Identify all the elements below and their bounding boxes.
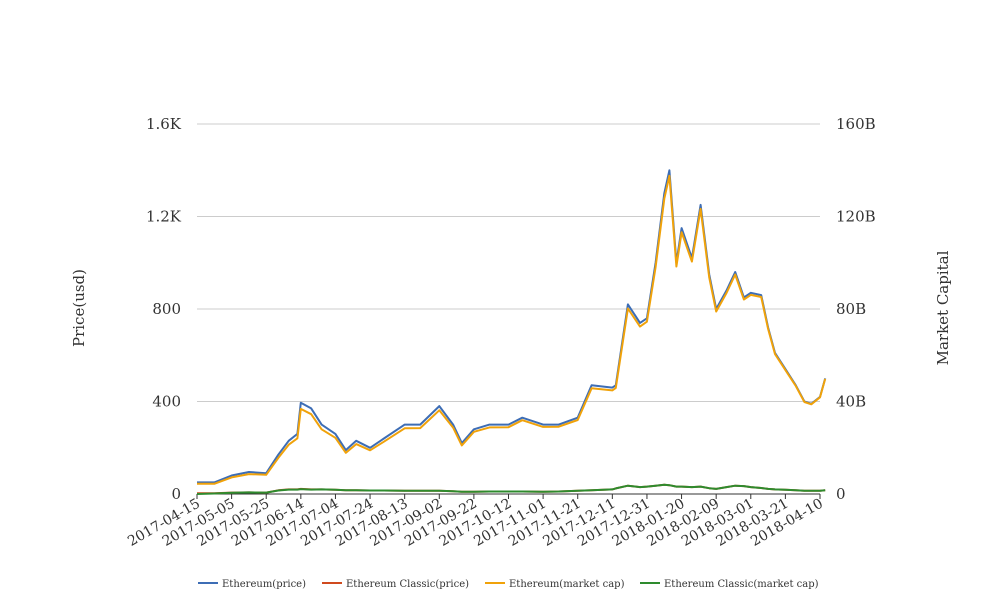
y-tick-label-right: 80B — [836, 300, 866, 318]
y-tick-label-right: 40B — [836, 393, 866, 411]
y-tick-label-left: 1.6K — [146, 115, 182, 133]
x-axis: 2017-04-152017-05-052017-05-252017-06-14… — [125, 494, 826, 550]
y-axis-left-label: Price(usd) — [70, 269, 88, 347]
y-axis-right: 0 40B 80B 120B 160B — [836, 115, 876, 503]
y-tick-label-right: 120B — [836, 208, 876, 226]
series-line-ethereum-market-cap — [197, 174, 827, 485]
legend-label: Ethereum(market cap) — [509, 579, 625, 590]
y-tick-label-left: 400 — [152, 393, 181, 411]
y-tick-label-left: 1.2K — [146, 208, 182, 226]
y-axis-right-label: Market Capital — [934, 250, 952, 365]
legend-label: Ethereum Classic(market cap) — [664, 579, 819, 590]
series-line-ethereum-price — [197, 169, 827, 484]
series-lines — [196, 169, 827, 495]
y-tick-label-right: 160B — [836, 115, 876, 133]
y-axis-left: 0 400 800 1.2K 1.6K — [146, 115, 182, 503]
series-line-ethereum-classic-market-cap — [196, 483, 826, 495]
legend-label: Ethereum(price) — [222, 579, 306, 590]
gridlines — [197, 123, 820, 402]
legend: Ethereum(price) Ethereum Classic(price) Et… — [198, 579, 819, 590]
y-tick-label-left: 800 — [152, 300, 181, 318]
y-tick-label-left: 0 — [171, 485, 181, 503]
y-tick-label-right: 0 — [836, 485, 846, 503]
legend-label: Ethereum Classic(price) — [346, 579, 469, 590]
